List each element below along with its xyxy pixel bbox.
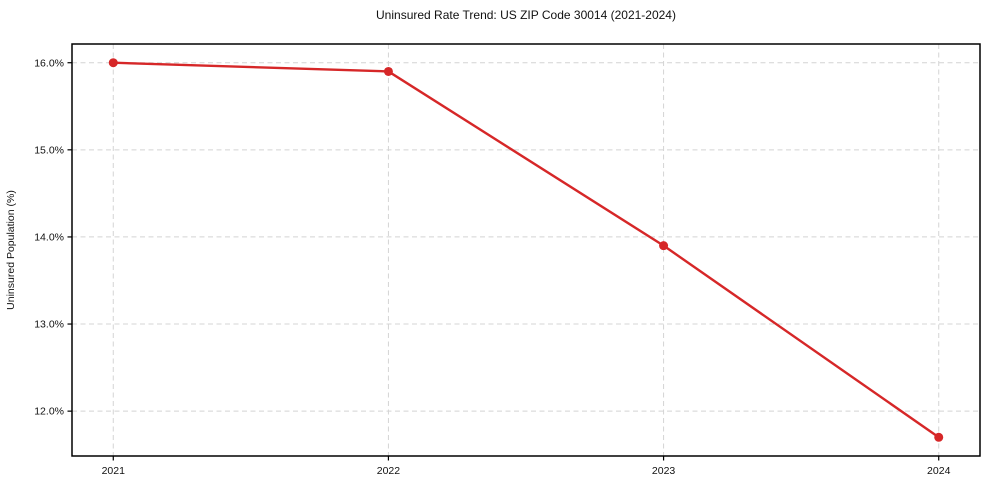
- x-tick-label: 2022: [377, 465, 401, 477]
- y-tick-label: 13.0%: [34, 319, 64, 331]
- y-tick-label: 16.0%: [34, 57, 64, 69]
- chart-title: Uninsured Rate Trend: US ZIP Code 30014 …: [376, 8, 676, 22]
- axes: [67, 43, 981, 461]
- plot-border: [71, 43, 981, 457]
- x-tick-label: 2021: [102, 465, 126, 477]
- x-tick-label: 2023: [652, 465, 676, 477]
- y-tick-label: 15.0%: [34, 144, 64, 156]
- y-tick-label: 12.0%: [34, 406, 64, 418]
- tick-labels: 12.0% 13.0% 14.0% 15.0% 16.0% 2021 2022 2023 202…: [34, 57, 950, 477]
- trend-line-series: [108, 58, 944, 442]
- y-axis-label: Uninsured Population (%): [5, 190, 17, 310]
- trend-line: [112, 61, 940, 439]
- gridlines: [72, 44, 980, 456]
- y-tick-label: 14.0%: [34, 232, 64, 244]
- x-tick-label: 2024: [927, 465, 951, 477]
- data-point-2023: [659, 241, 669, 251]
- data-point-2024: [934, 432, 944, 442]
- data-point-2021: [108, 58, 118, 68]
- data-point-2022: [383, 66, 393, 76]
